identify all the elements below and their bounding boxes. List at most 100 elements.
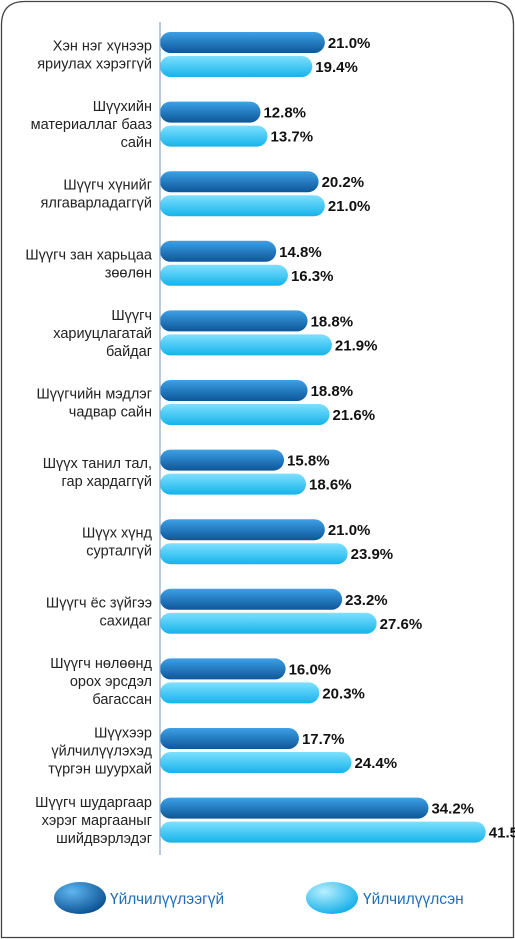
category-label-line: гар хардаггүй	[62, 474, 152, 490]
category-label-line: материаллаг бааз	[31, 117, 153, 133]
bar-series-1	[160, 588, 343, 610]
bar-series-1	[160, 797, 429, 819]
category-label: Шүүхээр үйлчилүүлэхэд түргэн шуурхай	[48, 726, 152, 778]
value-label-series-2: 16.3%	[291, 268, 334, 285]
bar-series-2	[160, 821, 486, 843]
category-labels: Хэн нэг хүнээр яриулах хэрэггүй Шүүхийн мат…	[25, 39, 153, 848]
bar-series-1	[160, 519, 325, 541]
bar-series-1	[160, 240, 277, 262]
category-label: Шүүгч хүнийг ялгаварладаггүй	[41, 178, 153, 212]
bar-series-2	[160, 682, 320, 704]
category-label-line: яриулах хэрэггүй	[37, 57, 152, 73]
category-label-line: байдаг	[106, 344, 152, 360]
value-label-series-2: 20.3%	[322, 685, 365, 702]
value-label-series-1: 16.0%	[289, 661, 332, 678]
category-label-line: Шүүгч зан харьцаа	[25, 247, 153, 263]
category-label: Шүүгч шударгаар хэрэг маргааныг шийдвэрлэд…	[35, 795, 152, 847]
category-label-line: багассан	[92, 692, 152, 708]
value-label-series-1: 21.0%	[328, 35, 371, 52]
value-label-series-2: 41.5%	[489, 825, 515, 842]
category-label: Шүүгч зан харьцаа зөөлөн	[25, 247, 153, 281]
category-label: Шүүгч нөлөөнд орох эрсдэл багассан	[50, 656, 152, 708]
value-label-series-1: 18.8%	[311, 313, 354, 330]
value-label-series-1: 34.2%	[431, 801, 474, 818]
value-label-series-2: 19.4%	[315, 59, 358, 76]
category-label-line: Шүүгч шударгаар	[35, 795, 152, 811]
bar-series-2	[160, 56, 313, 77]
category-label: Шүүгч ёс зүйгээ сахидаг	[46, 595, 152, 629]
category-label-line: сайн	[121, 135, 152, 151]
value-label-series-2: 13.7%	[271, 129, 314, 146]
bar-series-1	[160, 171, 319, 193]
value-label-series-1: 15.8%	[287, 453, 330, 470]
legend-label-series-2: Үйлчилүүлсэн	[363, 891, 464, 908]
bar-series-2	[160, 125, 268, 147]
category-label-line: чадвар сайн	[69, 405, 152, 421]
bar-chart: Хэн нэг хүнээр яриулах хэрэггүй Шүүхийн мат…	[25, 22, 515, 855]
bar-series-1	[160, 310, 308, 332]
bar-series-1	[160, 380, 308, 401]
category-label-line: Шүүхийн	[93, 99, 152, 115]
value-label-series-1: 21.0%	[328, 522, 371, 539]
category-label-line: Шүүгч нөлөөнд	[50, 656, 152, 672]
value-label-series-2: 27.6%	[380, 616, 423, 633]
category-label: Хэн нэг хүнээр яриулах хэрэггүй	[37, 39, 152, 73]
legend-item-series-2: Үйлчилүүлсэн	[306, 882, 464, 914]
category-label: Шүүгчийн мэдлэг чадвар сайн	[36, 387, 152, 421]
category-label-line: Шүүгч хүнийг	[63, 178, 152, 194]
value-label-series-1: 23.2%	[345, 592, 388, 609]
legend-item-series-1: Үйлчилүүлээгүй	[54, 882, 224, 914]
value-label-series-2: 21.6%	[333, 407, 376, 424]
bar-series-2	[160, 543, 348, 565]
category-label-line: Шүүх танил тал,	[43, 456, 152, 472]
bar-series-1	[160, 32, 325, 53]
bar-series-1	[160, 658, 286, 680]
bar-series-2	[160, 264, 288, 286]
bar-series-2	[160, 752, 352, 773]
category-label-line: Шүүх хүнд	[82, 526, 153, 542]
value-label-series-1: 17.7%	[302, 731, 345, 748]
bar-series-2	[160, 612, 377, 634]
category-label: Шүүгч хариуцлагатай байдаг	[53, 308, 152, 360]
bar-series-1	[160, 101, 261, 123]
legend: Үйлчилүүлээгүй Үйлчилүүлсэн	[54, 882, 464, 914]
value-label-series-2: 21.9%	[335, 337, 378, 354]
category-label-line: шийдвэрлэдэг	[56, 831, 152, 847]
category-label-line: сурталгүй	[86, 544, 152, 560]
bars	[160, 32, 486, 843]
category-label-line: түргэн шуурхай	[48, 762, 152, 778]
category-label-line: хариуцлагатай	[53, 326, 152, 342]
category-label-line: орох эрсдэл	[70, 674, 152, 690]
value-label-series-1: 14.8%	[279, 244, 322, 261]
legend-marker-series-1	[54, 882, 106, 914]
category-label-line: Шүүгч ёс зүйгээ	[46, 595, 152, 611]
bar-series-1	[160, 728, 299, 749]
value-label-series-1: 18.8%	[311, 383, 354, 400]
category-label-line: Шүүхээр	[94, 726, 152, 742]
value-label-series-1: 12.8%	[263, 105, 306, 122]
bar-series-2	[160, 473, 307, 495]
category-label-line: Шүүгч	[111, 308, 152, 324]
category-label-line: үйлчилүүлэхэд	[51, 744, 152, 760]
category-label-line: Хэн нэг хүнээр	[53, 39, 152, 55]
category-label: Шүүх хүнд сурталгүй	[82, 526, 153, 560]
bar-series-2	[160, 404, 330, 425]
bar-series-2	[160, 195, 325, 217]
value-label-series-2: 24.4%	[355, 755, 398, 772]
category-label: Шүүх танил тал, гар хардаггүй	[43, 456, 152, 490]
category-label-line: Шүүгчийн мэдлэг	[36, 387, 152, 403]
value-label-series-2: 18.6%	[309, 477, 352, 494]
category-label-line: сахидаг	[100, 613, 152, 629]
bar-series-2	[160, 334, 332, 356]
category-label-line: хэрэг маргааныг	[42, 813, 152, 829]
category-label-line: зөөлөн	[105, 265, 152, 281]
value-label-series-2: 23.9%	[351, 546, 394, 563]
bar-series-1	[160, 449, 285, 471]
legend-label-series-1: Үйлчилүүлээгүй	[110, 891, 224, 908]
value-label-series-2: 21.0%	[328, 198, 371, 215]
value-label-series-1: 20.2%	[322, 174, 365, 191]
legend-marker-series-2	[306, 882, 358, 914]
category-label-line: ялгаварладаггүй	[41, 196, 153, 212]
